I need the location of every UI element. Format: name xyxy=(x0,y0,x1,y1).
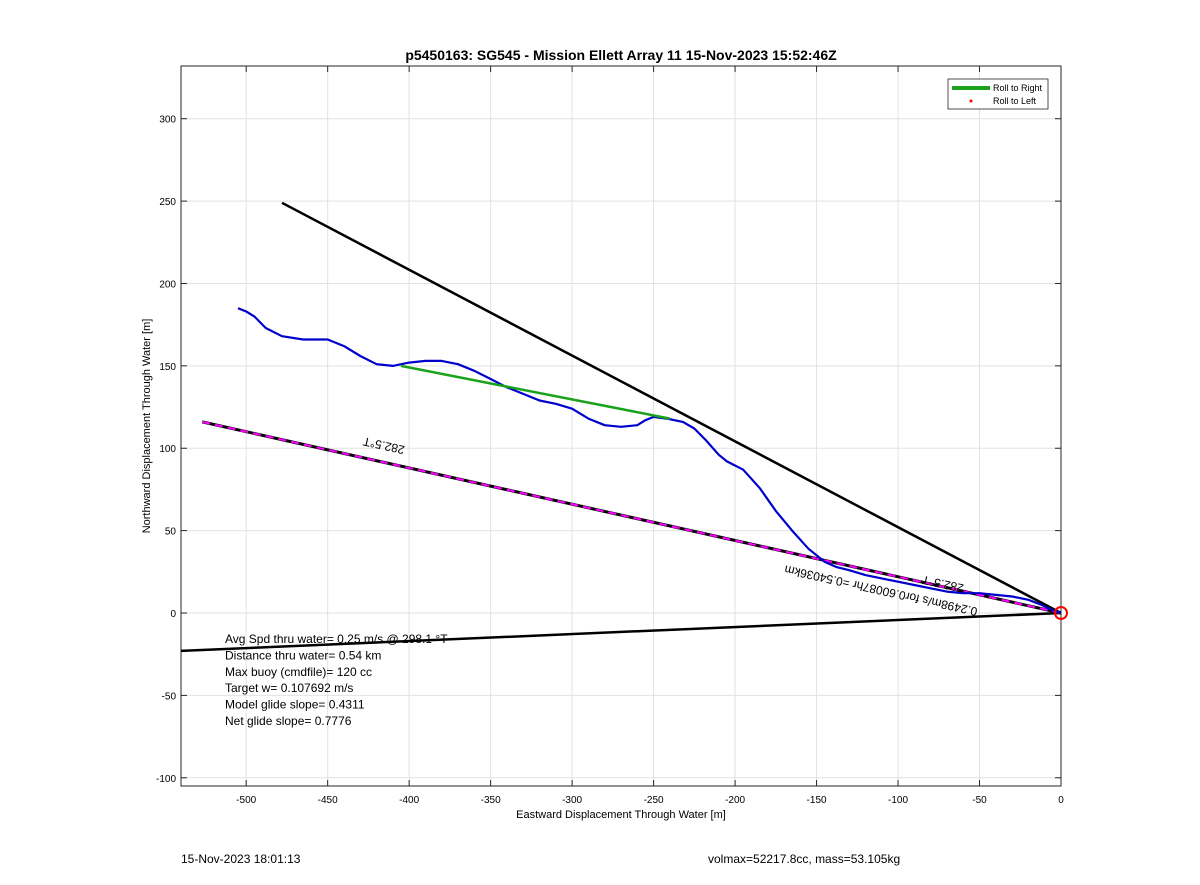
course-line xyxy=(201,420,1062,614)
y-tick-label: 0 xyxy=(170,609,176,620)
x-tick-label: -350 xyxy=(481,795,501,806)
course-annotation: 282.5°T xyxy=(361,434,406,457)
target-line xyxy=(180,611,1062,653)
info-line: Net glide slope= 0.7776 xyxy=(225,714,352,728)
info-line: Avg Spd thru water= 0.25 m/s @ 298.1 °T xyxy=(225,632,448,646)
x-tick-label: -300 xyxy=(562,795,582,806)
heading-line xyxy=(281,201,1062,615)
legend-box xyxy=(947,78,1049,110)
info-line: Distance thru water= 0.54 km xyxy=(225,648,381,662)
x-tick-label: -50 xyxy=(972,795,987,806)
info-line: Max buoy (cmdfile)= 120 cc xyxy=(225,665,372,679)
y-tick-label: 300 xyxy=(159,115,176,126)
legend-label-roll-right: Roll to Right xyxy=(993,83,1043,93)
y-tick-label: 250 xyxy=(159,197,176,208)
info-line: Model glide slope= 0.4311 xyxy=(225,698,365,712)
x-tick-label: -150 xyxy=(807,795,827,806)
x-tick-label: 0 xyxy=(1058,795,1064,806)
series-layer xyxy=(180,201,1068,653)
info-line: Target w= 0.107692 m/s xyxy=(225,681,353,695)
y-tick-label: -50 xyxy=(162,691,177,702)
info-text-block: Avg Spd thru water= 0.25 m/s @ 298.1 °T D… xyxy=(225,632,448,728)
y-axis-label: Northward Displacement Through Water [m] xyxy=(141,319,153,534)
end-position-marker xyxy=(1054,606,1068,621)
plot-area-frame xyxy=(180,65,1062,787)
legend-swatch-roll-left xyxy=(969,99,973,103)
x-axis-label: Eastward Displacement Through Water [m] xyxy=(516,809,726,821)
x-tick-label: -200 xyxy=(725,795,745,806)
x-tick-label: -400 xyxy=(399,795,419,806)
y-axis: -100 -50 0 50 100 150 200 250 300 xyxy=(156,115,1061,785)
y-tick-label: 150 xyxy=(159,362,176,373)
chart-title: p5450163: SG545 - Mission Ellett Array 1… xyxy=(405,47,837,63)
x-tick-label: -250 xyxy=(644,795,664,806)
y-tick-label: 200 xyxy=(159,279,176,290)
x-tick-label: -500 xyxy=(236,795,256,806)
x-tick-label: -100 xyxy=(888,795,908,806)
legend-label-roll-left: Roll to Left xyxy=(993,96,1037,106)
x-axis: -500 -450 -400 -350 -300 -250 -200 -150 -100 -50 0 xyxy=(236,66,1064,806)
roll-right-segment xyxy=(400,364,671,420)
legend: Roll to Right Roll to Left xyxy=(947,78,1049,110)
y-tick-label: 50 xyxy=(165,527,177,538)
track-line xyxy=(237,307,1062,615)
course-annotation: 282.5°T xyxy=(920,572,965,595)
y-tick-label: 100 xyxy=(159,444,176,455)
footer-volmax-mass: volmax=52217.8cc, mass=53.105kg xyxy=(708,852,901,866)
x-tick-label: -450 xyxy=(318,795,338,806)
footer-timestamp: 15-Nov-2023 18:01:13 xyxy=(181,852,301,866)
y-tick-label: -100 xyxy=(156,774,176,785)
